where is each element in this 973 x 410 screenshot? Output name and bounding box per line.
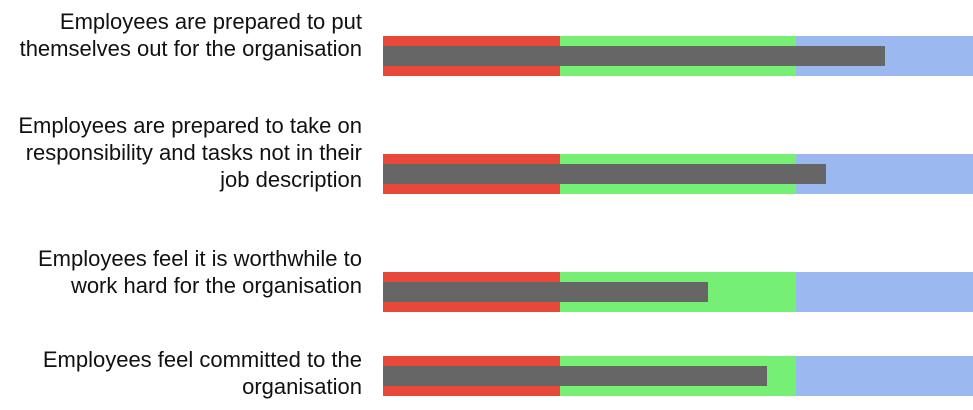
category-label: Employees feel it is worthwhile to work … (37, 246, 362, 298)
measure-bar (383, 164, 826, 184)
bullet-track (383, 36, 973, 76)
bullet-track (383, 272, 973, 312)
measure-bar (383, 366, 767, 386)
band-good (796, 356, 973, 396)
category-label: Employees are prepared to put themselves… (19, 9, 362, 61)
band-good (796, 272, 973, 312)
bullet-track (383, 356, 973, 396)
measure-bar (383, 46, 885, 66)
measure-bar (383, 282, 708, 302)
category-label: Employees are prepared to take on respon… (18, 113, 362, 192)
category-label: Employees feel committed to the organisa… (42, 347, 362, 399)
band-good (796, 154, 973, 194)
bullet-track (383, 154, 973, 194)
